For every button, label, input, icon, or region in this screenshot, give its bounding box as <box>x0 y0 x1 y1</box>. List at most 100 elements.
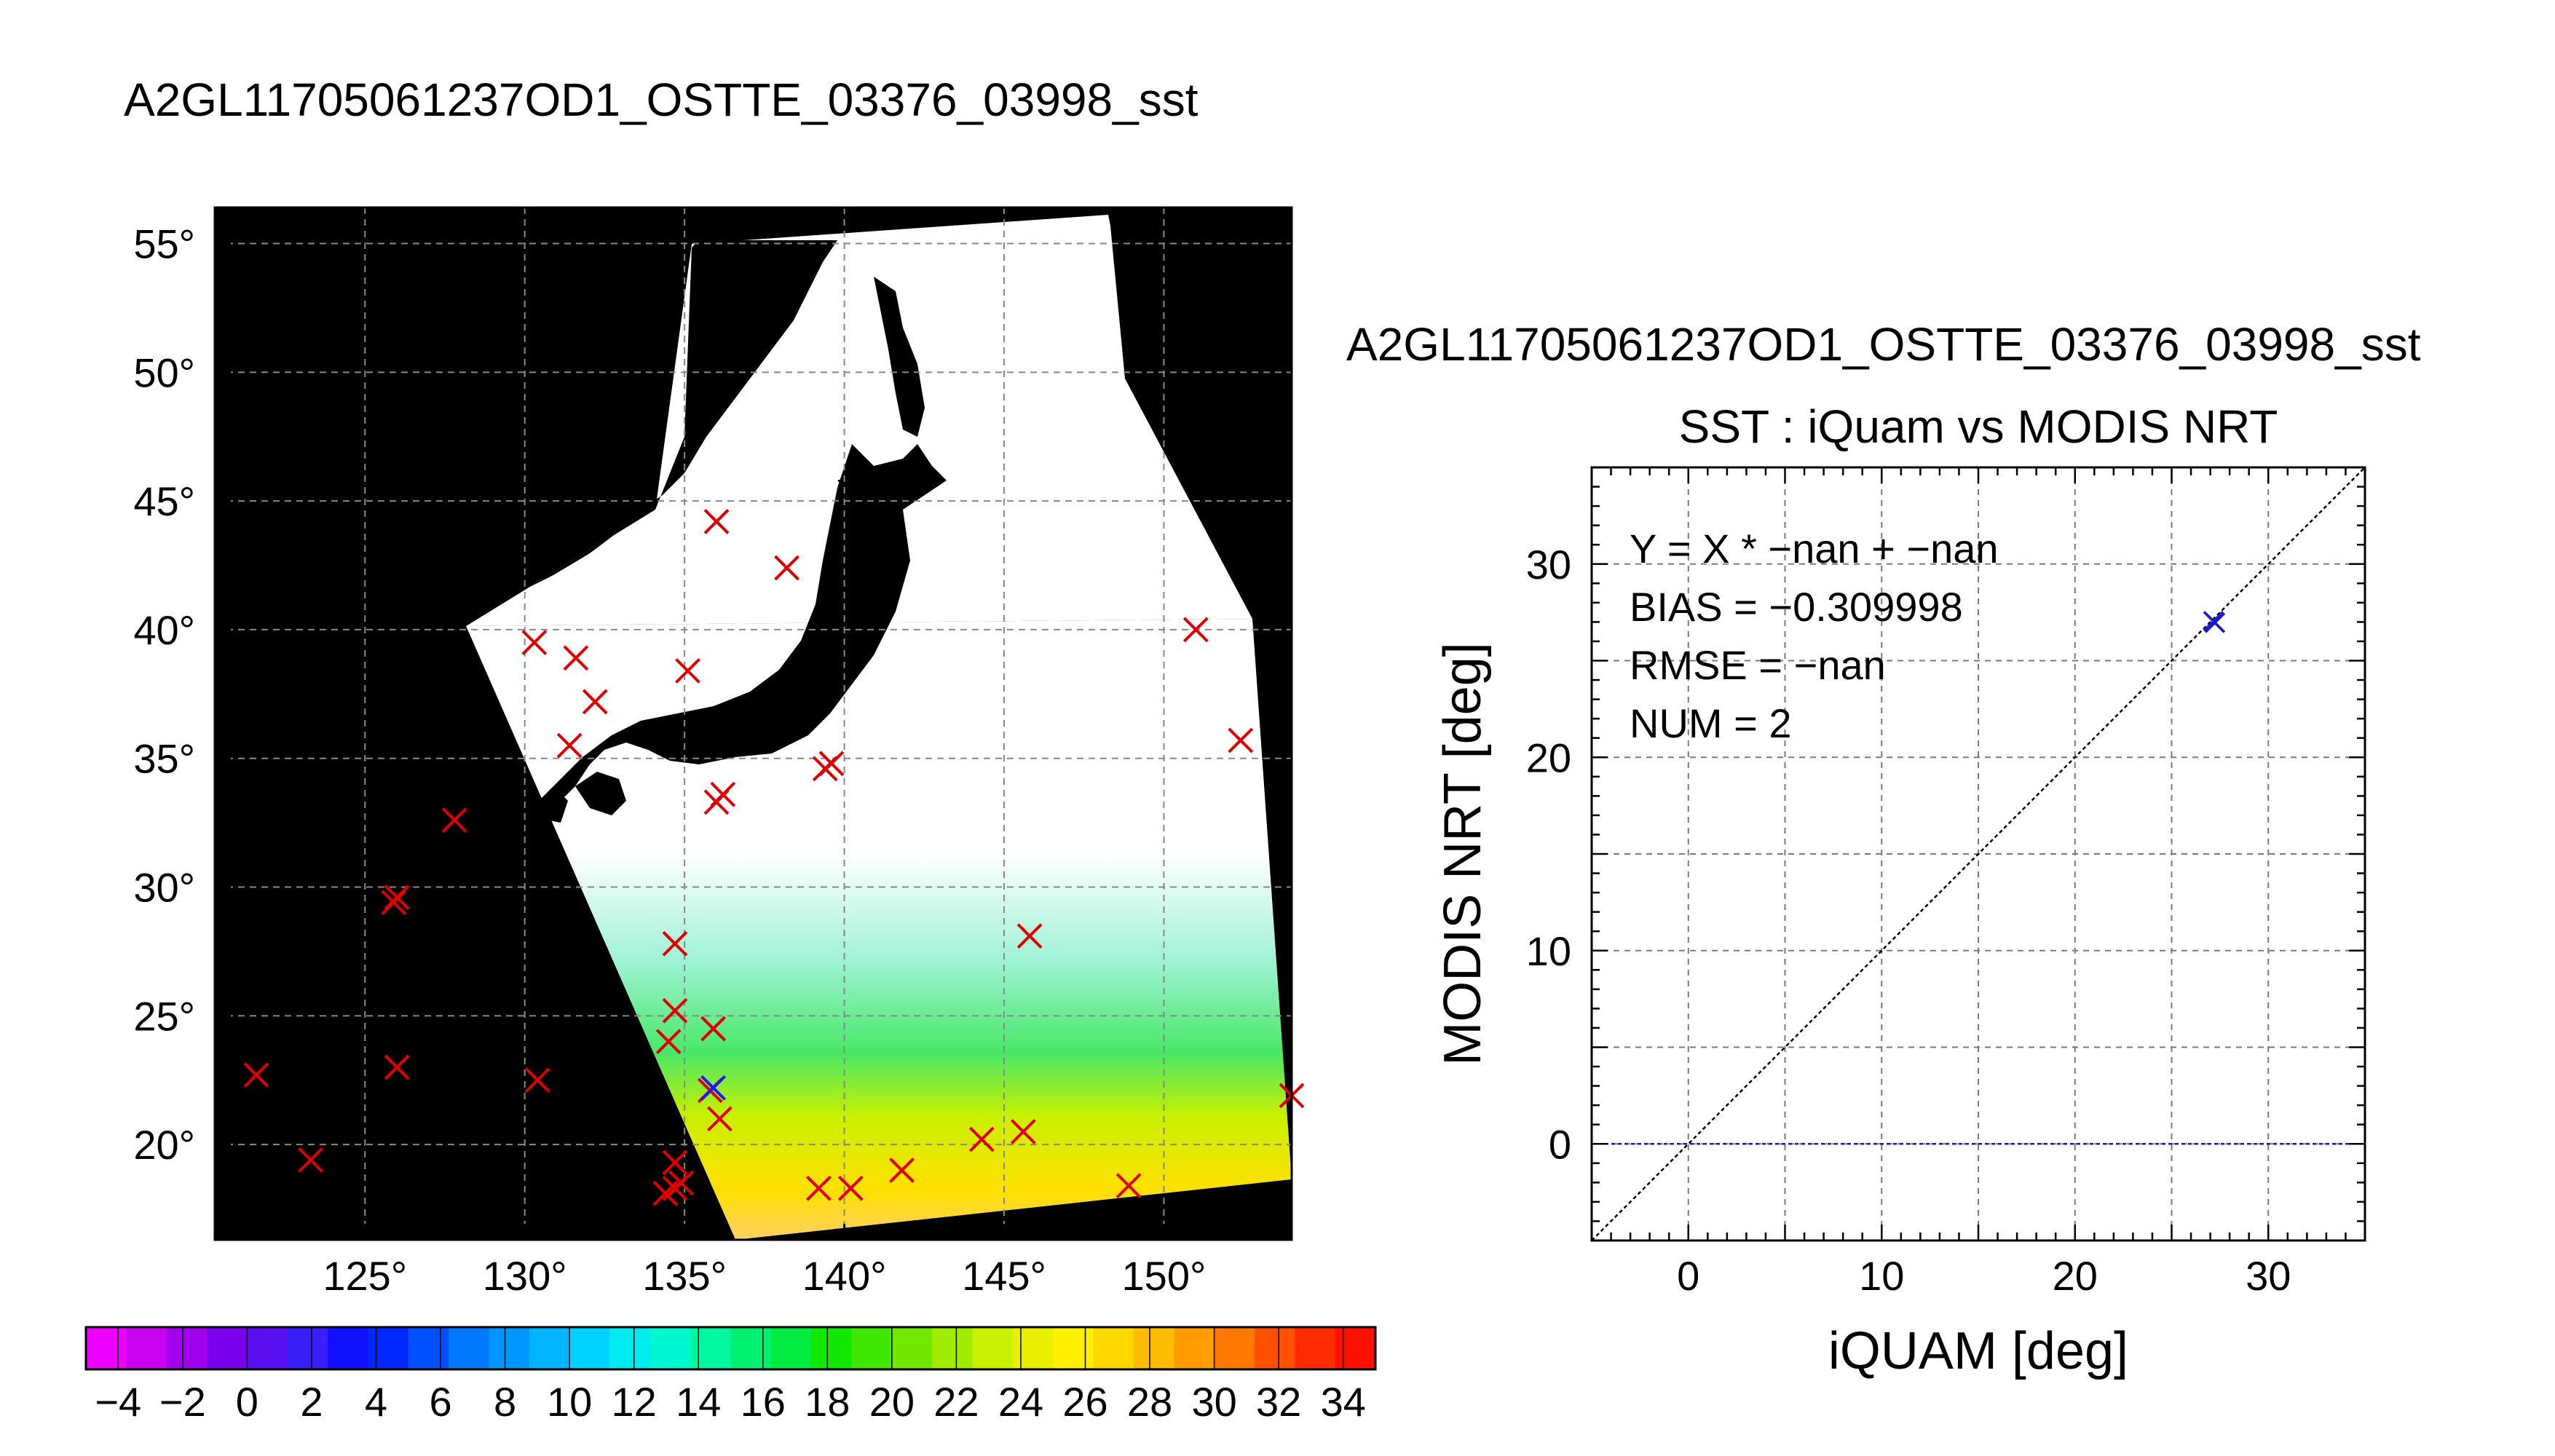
match-marker <box>662 1150 688 1176</box>
match-marker <box>563 645 589 671</box>
annotation-bias: BIAS = −0.309998 <box>1630 584 1963 630</box>
match-marker <box>1115 1173 1142 1199</box>
match-marker <box>806 1175 832 1201</box>
colorbar-cell <box>1093 1327 1134 1369</box>
colorbar-cell <box>1335 1327 1376 1369</box>
y-tick-label: 30 <box>1526 542 1571 587</box>
colorbar-label: 28 <box>1127 1379 1172 1425</box>
map-markers <box>243 508 1305 1206</box>
colorbar-label: 34 <box>1321 1379 1366 1425</box>
match-marker <box>1016 923 1043 949</box>
colorbar-frame <box>84 1326 1377 1371</box>
colorbar-cell <box>86 1327 127 1369</box>
match-marker <box>889 1158 915 1183</box>
x-tick-label: 20 <box>2053 1253 2098 1299</box>
colorbar-cell <box>408 1327 449 1369</box>
lat-label: 30° <box>133 865 195 911</box>
colorbar-cell <box>569 1327 611 1369</box>
y-axis-label: MODIS NRT [deg] <box>1434 642 1492 1066</box>
colorbar-label: 30 <box>1191 1379 1236 1425</box>
colorbar-label: 14 <box>676 1379 721 1425</box>
colorbar-cell <box>529 1327 570 1369</box>
x-tick-label: 30 <box>2246 1253 2291 1299</box>
land-korea <box>575 772 626 815</box>
colorbar-label: 20 <box>869 1379 915 1425</box>
match-marker <box>521 630 548 656</box>
colorbar-cell <box>1295 1327 1336 1369</box>
colorbar-label: −4 <box>95 1379 141 1425</box>
lat-label: 55° <box>133 221 195 267</box>
colorbar-cell <box>932 1327 974 1369</box>
land-honshu <box>553 444 910 801</box>
lat-label: 25° <box>133 993 195 1039</box>
colorbar-cells <box>86 1327 1376 1369</box>
colorbar-cell <box>770 1327 812 1369</box>
scatter-point <box>2204 612 2226 633</box>
scatter-ticks: 0 10 20 30 0 10 20 30 <box>1526 467 2365 1299</box>
colorbar-cell <box>891 1327 933 1369</box>
match-marker <box>968 1126 995 1152</box>
land-sakhalin <box>874 277 925 437</box>
match-marker <box>774 555 799 581</box>
colorbar: −4 −2 0 2 4 6 8 10 12 14 16 18 20 22 24 26 28 30 32 34 <box>84 1326 1377 1425</box>
colorbar-cell <box>247 1327 288 1369</box>
match-marker <box>655 1029 682 1055</box>
match-marker <box>662 1175 688 1201</box>
match-marker <box>582 689 608 715</box>
map-title: A2GL11705061237OD1_OSTTE_03376_03998_sst <box>124 74 1198 126</box>
colorbar-label: 18 <box>805 1379 850 1425</box>
colorbar-cell <box>166 1327 208 1369</box>
match-marker <box>662 930 688 957</box>
colorbar-label: 8 <box>494 1379 516 1425</box>
selected-match-marker <box>700 1075 727 1101</box>
lon-label: 130° <box>483 1253 567 1299</box>
match-marker <box>703 508 730 534</box>
colorbar-label: 10 <box>547 1379 592 1425</box>
colorbar-label: 16 <box>741 1379 786 1425</box>
lon-label: 145° <box>962 1253 1046 1299</box>
colorbar-cell <box>489 1327 530 1369</box>
lon-label: 125° <box>323 1253 407 1299</box>
match-marker <box>1010 1119 1036 1144</box>
colorbar-label: 6 <box>429 1379 451 1425</box>
colorbar-cell <box>851 1327 893 1369</box>
colorbar-cell <box>1012 1327 1054 1369</box>
colorbar-label: 26 <box>1062 1379 1107 1425</box>
colorbar-labels: −4 −2 0 2 4 6 8 10 12 14 16 18 20 22 24 26 28 30 32 34 <box>95 1327 1366 1425</box>
y-tick-label: 0 <box>1549 1121 1571 1167</box>
y-tick-label: 10 <box>1526 928 1571 974</box>
colorbar-cell <box>328 1327 369 1369</box>
lon-label: 135° <box>642 1253 727 1299</box>
lat-label: 35° <box>133 736 195 782</box>
match-marker <box>675 658 700 684</box>
match-marker <box>298 1147 324 1173</box>
match-marker <box>812 756 838 782</box>
map-panel: 55° 50° 45° 40° 35° 30° 25° 20° 125° 130° 135° 140… <box>133 206 1305 1299</box>
colorbar-label: 12 <box>612 1379 657 1425</box>
lon-label: 150° <box>1122 1253 1207 1299</box>
match-marker <box>1228 727 1254 753</box>
map-grid <box>215 207 1292 1240</box>
colorbar-cell <box>1254 1327 1295 1369</box>
lat-labels: 55° 50° 45° 40° 35° 30° 25° 20° <box>133 221 195 1168</box>
colorbar-label: 4 <box>365 1379 387 1425</box>
match-marker <box>1182 617 1209 643</box>
scatter-title: A2GL11705061237OD1_OSTTE_03376_03998_sst <box>1346 318 2421 371</box>
colorbar-label: 24 <box>998 1379 1043 1425</box>
y-tick-label: 20 <box>1526 735 1571 780</box>
lon-labels: 125° 130° 135° 140° 145° 150° <box>323 1253 1206 1299</box>
colorbar-label: 22 <box>933 1379 979 1425</box>
lat-label: 45° <box>133 478 195 524</box>
scatter-annotations: Y = X * −nan + −nan BIAS = −0.309998 RMS… <box>1630 526 1999 746</box>
colorbar-cell <box>972 1327 1014 1369</box>
colorbar-cell <box>207 1327 248 1369</box>
swath-upper-white <box>466 215 1252 626</box>
colorbar-cell <box>730 1327 772 1369</box>
match-marker <box>662 997 688 1024</box>
match-marker <box>710 781 736 807</box>
swath-data <box>466 619 1292 1240</box>
colorbar-cell <box>690 1327 732 1369</box>
land-hokkaido <box>837 444 947 510</box>
colorbar-cell <box>1174 1327 1215 1369</box>
